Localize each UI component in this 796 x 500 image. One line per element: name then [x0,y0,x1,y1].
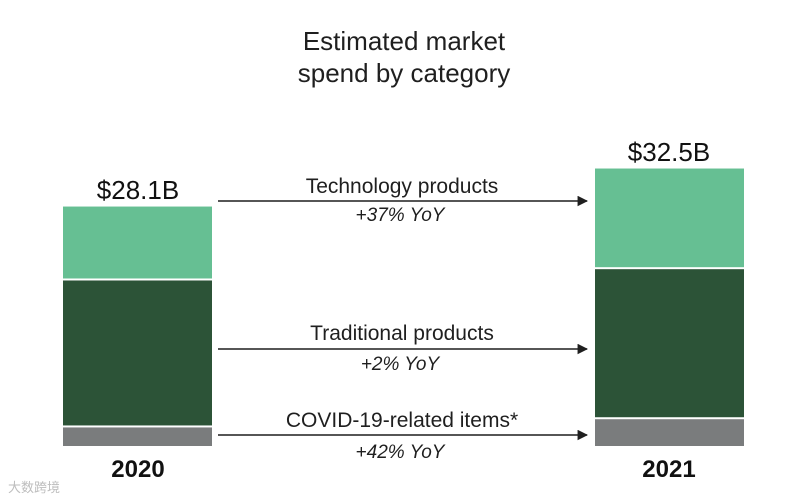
flow-traditional: Traditional products +2% YoY [218,322,589,375]
flow-change-covid: +42% YoY [356,442,446,463]
bar-segment-2021-technology-products [595,168,744,268]
flow-label-covid: COVID-19-related items* [286,409,518,432]
chart-title-line-1: Estimated market [303,26,506,56]
bar-segment-2020-technology-products [63,206,212,279]
flow-covid: COVID-19-related items* +42% YoY [218,409,589,463]
bars-group [63,168,744,446]
flow-change-technology: +37% YoY [356,205,446,226]
flow-change-traditional: +2% YoY [361,354,441,375]
watermark-text: 大数跨境 [8,480,60,495]
bar-segment-2021-covid-19-related-items [595,419,744,446]
bar-segment-2020-traditional-products [63,280,212,426]
bar-segment-2021-traditional-products [595,269,744,418]
year-label-2020: 2020 [111,456,164,483]
total-label-2020: $28.1B [97,175,179,205]
year-label-2021: 2021 [642,456,695,483]
chart-title-line-2: spend by category [298,58,510,88]
bar-segment-2020-covid-19-related-items [63,427,212,446]
total-label-2021: $32.5B [628,137,710,167]
flow-technology: Technology products +37% YoY [218,175,589,226]
flow-label-technology: Technology products [306,175,499,198]
flow-label-traditional: Traditional products [310,322,494,345]
